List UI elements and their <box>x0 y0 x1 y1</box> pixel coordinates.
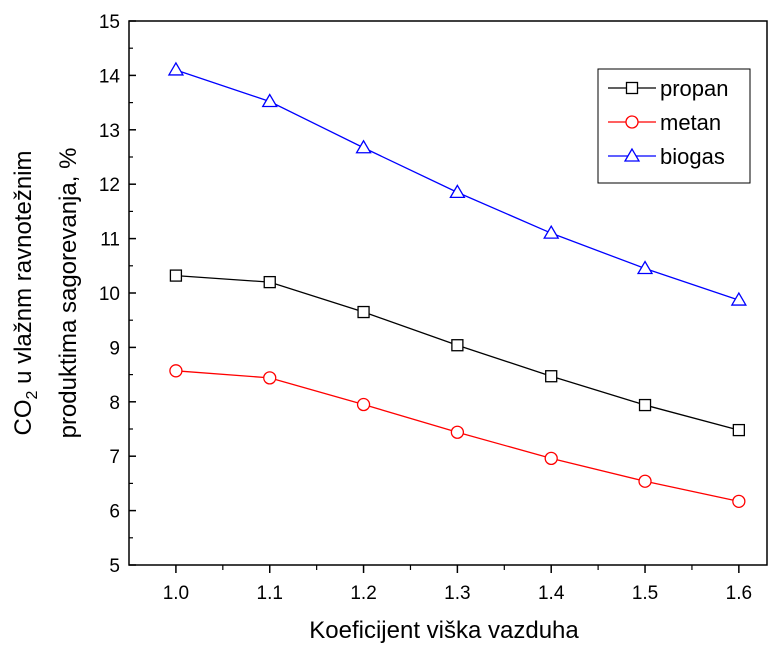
series-metan <box>169 364 746 509</box>
y-tick-label: 11 <box>100 230 120 251</box>
data-point-metan <box>732 494 746 509</box>
series-biogas <box>167 61 747 306</box>
data-point-metan <box>263 371 277 385</box>
x-tick-label: 1.2 <box>350 583 376 604</box>
legend-item-propan: propan <box>608 76 729 101</box>
data-point-propan <box>638 398 652 412</box>
y-tick-label: 14 <box>99 66 121 87</box>
data-point-biogas <box>355 139 372 154</box>
legend-marker <box>623 147 641 162</box>
data-point-metan <box>450 425 465 439</box>
y-tick-label: 10 <box>99 284 120 305</box>
legend-label: metan <box>660 110 721 135</box>
data-point-biogas <box>167 61 185 76</box>
legend-label: biogas <box>660 144 725 169</box>
data-point-biogas <box>730 291 747 306</box>
data-point-metan <box>638 474 652 488</box>
y-tick-label: 6 <box>109 502 120 523</box>
y-tick-label: 12 <box>99 175 120 196</box>
legend-label: propan <box>660 76 729 101</box>
series-propan <box>169 269 746 437</box>
data-point-propan <box>263 275 276 289</box>
data-point-biogas <box>636 260 654 275</box>
y-axis-label-co: CO <box>10 400 37 436</box>
legend: propan metan biogas <box>597 68 751 184</box>
x-axis-label: Koeficijent viška vazduha <box>309 617 579 643</box>
y-tick-label: 8 <box>109 393 120 414</box>
x-tick-label: 1.4 <box>538 583 565 604</box>
legend-item-biogas: biogas <box>608 144 725 169</box>
legend-marker <box>625 115 639 129</box>
y-tick-label: 7 <box>109 447 120 468</box>
legend-marker <box>625 81 639 95</box>
y-axis-label-subscript: 2 <box>24 391 41 400</box>
data-point-propan <box>169 269 183 282</box>
series-layer <box>167 61 747 509</box>
data-point-propan <box>357 305 370 319</box>
legend-item-metan: metan <box>608 110 721 135</box>
x-tick-label: 1.0 <box>163 583 189 604</box>
y-tick-label: 5 <box>109 556 120 577</box>
data-point-biogas <box>543 224 560 239</box>
data-point-biogas <box>449 184 466 199</box>
x-axis: 1.0 1.1 1.2 1.3 1.4 1.5 1.6 <box>163 565 752 604</box>
y-axis-label-rest: u vlažnm ravnotežnim <box>10 151 37 391</box>
data-point-metan <box>356 397 371 412</box>
y-axis-label-line1: CO2 u vlažnm ravnotežnim <box>10 151 41 436</box>
x-tick-label: 1.5 <box>632 583 658 604</box>
data-point-metan <box>169 364 183 378</box>
x-tick-label: 1.6 <box>726 583 752 604</box>
y-axis: 5 6 7 8 9 10 11 12 13 14 15 <box>99 12 136 577</box>
data-point-propan <box>732 423 746 437</box>
data-point-propan <box>451 339 464 352</box>
series-line-propan <box>175 274 740 431</box>
x-tick-label: 1.3 <box>444 583 470 604</box>
data-point-metan <box>544 451 558 466</box>
data-point-propan <box>545 370 558 383</box>
y-tick-label: 9 <box>109 338 120 359</box>
y-tick-label: 15 <box>99 12 120 33</box>
data-point-biogas <box>261 93 278 108</box>
y-axis-label-line2: produktima sagorevanja, % <box>55 148 82 439</box>
x-tick-label: 1.1 <box>257 583 283 604</box>
y-tick-label: 13 <box>99 121 120 142</box>
